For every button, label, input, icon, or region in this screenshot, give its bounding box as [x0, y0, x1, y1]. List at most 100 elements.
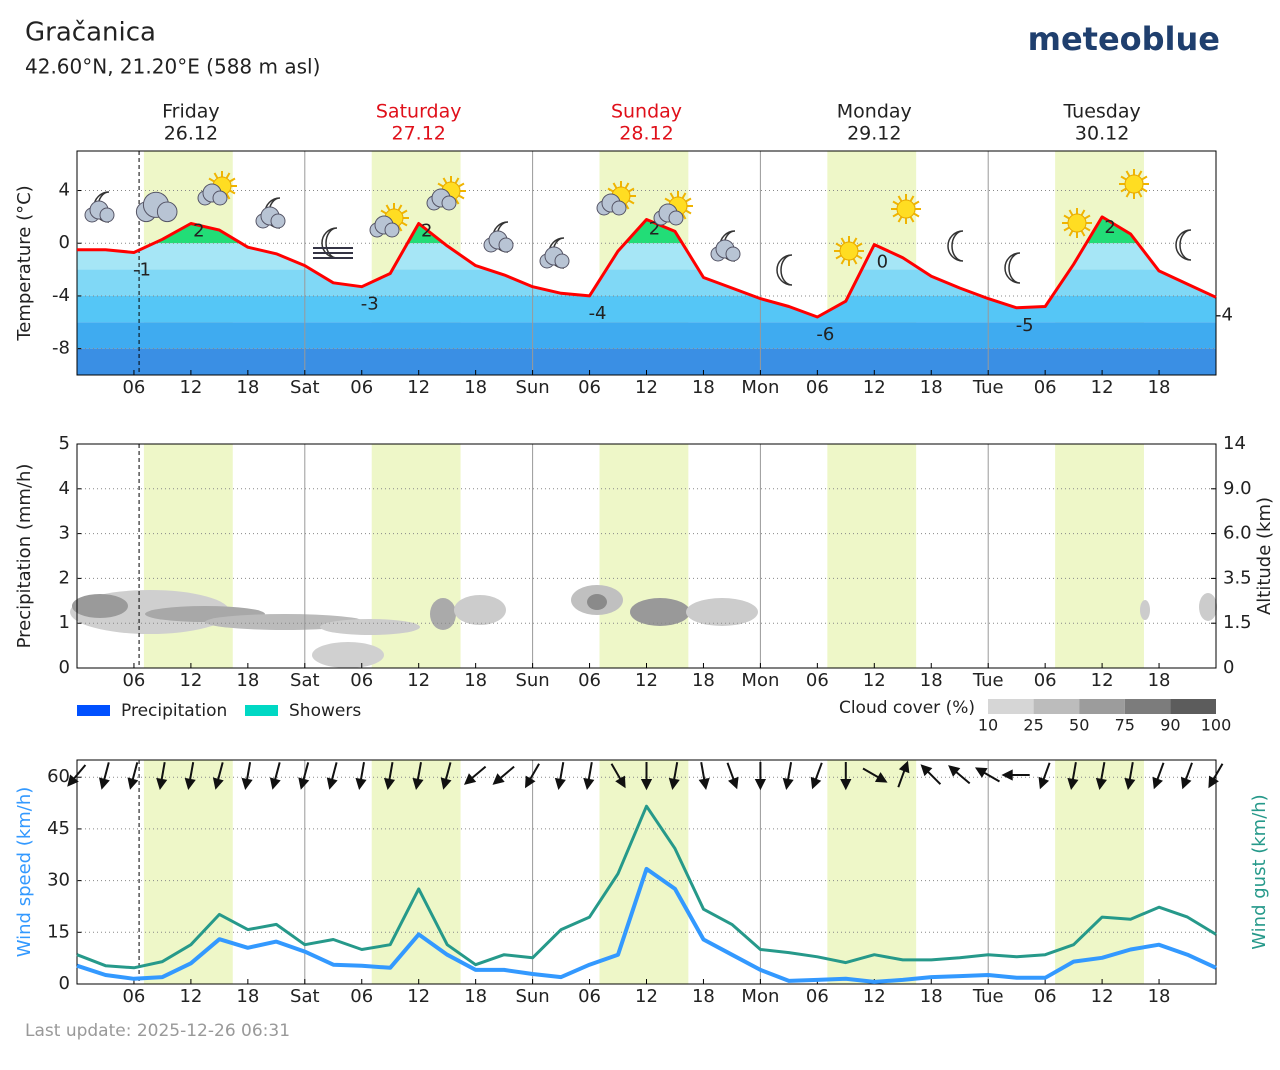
wind-arrow	[1038, 762, 1051, 790]
sun-ray	[840, 237, 846, 244]
wind-arrow	[610, 763, 626, 789]
y-tick-label: 0	[59, 232, 70, 253]
sun-ray	[1068, 209, 1074, 216]
logo: meteoblue	[1028, 20, 1220, 58]
x-tick-label: 06	[806, 986, 829, 1007]
x-tick-label: 12	[863, 670, 886, 691]
cloud-legend-tick: 100	[1201, 716, 1232, 735]
y2-axis-title: Wind gust (km/h)	[1249, 794, 1270, 949]
cloud-legend-box	[1170, 699, 1216, 714]
sun-ray	[892, 200, 899, 206]
cloud-layer	[312, 642, 384, 668]
y-tick-label: 3	[59, 523, 70, 544]
y-tick-label: 45	[47, 818, 70, 839]
sun-ray	[664, 197, 671, 203]
sun-ray	[1080, 230, 1086, 237]
x-tick-label: 18	[1148, 986, 1171, 1007]
wind-arrow	[412, 762, 424, 791]
wind-arrow	[862, 767, 888, 783]
cloud-icon	[426, 188, 457, 211]
cold-fill	[77, 295, 1216, 323]
wind-arrow	[355, 762, 367, 791]
wind-arrow	[298, 762, 310, 790]
cloud-icon	[710, 239, 741, 262]
x-tick-label: 06	[122, 377, 145, 398]
wind-arrow	[212, 762, 224, 790]
x-tick-label: 18	[1148, 377, 1171, 398]
temperature-label: -1	[133, 259, 151, 280]
sun-disc	[1124, 174, 1144, 194]
sun-ray	[685, 209, 692, 215]
sun-ray	[437, 182, 444, 188]
sun-ray	[208, 177, 215, 183]
cloud-icon	[255, 206, 286, 229]
moon-icon	[1004, 252, 1021, 284]
cloud-legend-tick: 90	[1160, 716, 1180, 735]
sun-ray	[1141, 175, 1148, 181]
cloud-legend-tick: 25	[1023, 716, 1043, 735]
x-tick-label: 06	[578, 986, 601, 1007]
x-tick-label: 18	[692, 670, 715, 691]
cloud-legend-box	[988, 699, 1034, 714]
legend-swatch	[245, 705, 278, 716]
x-tick-label: Sun	[515, 986, 549, 1007]
cloud-layer	[454, 595, 506, 625]
wind-arrow	[698, 762, 710, 791]
wind-arrow	[184, 762, 196, 791]
y2-axis-title: Altitude (km)	[1254, 497, 1275, 615]
x-tick-label: 06	[1034, 986, 1057, 1007]
day-name: Tuesday	[1062, 101, 1140, 123]
x-tick-label: Mon	[741, 986, 779, 1007]
sun-ray	[1125, 170, 1131, 177]
x-tick-label: 12	[635, 377, 658, 398]
plot-frame	[76, 443, 1217, 669]
wind-arrow	[492, 765, 515, 785]
x-tick-label: 18	[692, 377, 715, 398]
cloud-icon	[84, 200, 115, 223]
x-tick-label: Sat	[290, 377, 320, 398]
sun-ray	[624, 182, 630, 189]
x-tick-label: 06	[350, 377, 373, 398]
sun-ray	[835, 254, 842, 260]
sun-ray	[1125, 191, 1131, 198]
sun-icon	[1062, 208, 1092, 238]
sun-icon	[1119, 169, 1149, 199]
cloud-legend-title: Cloud cover (%)	[839, 698, 975, 718]
wind-arrow	[156, 762, 168, 791]
x-tick-label: Tue	[972, 670, 1004, 691]
wind-arrow	[840, 762, 852, 791]
sun-ray	[856, 254, 863, 260]
wind-arrow	[269, 762, 281, 790]
x-tick-label: 12	[863, 986, 886, 1007]
wind-arrow	[326, 762, 338, 790]
wind-arrow	[440, 762, 452, 790]
cloud-icon	[483, 230, 514, 253]
x-tick-label: 12	[1091, 670, 1114, 691]
sun-ray	[1084, 226, 1091, 232]
wind-arrow	[1001, 769, 1030, 781]
sun-ray	[612, 182, 618, 189]
legend-label: Precipitation	[121, 701, 227, 721]
wind-line	[76, 804, 1217, 970]
wind-arrow	[1067, 762, 1079, 791]
y2-tick-label: 6.0	[1223, 523, 1252, 544]
sun-ray	[401, 221, 408, 227]
cloud-layer	[686, 598, 758, 626]
temperature-label: 2	[421, 220, 432, 241]
wind-arrow	[948, 765, 971, 785]
sun-ray	[681, 213, 687, 220]
x-tick-label: 12	[635, 986, 658, 1007]
x-tick-label: 06	[806, 377, 829, 398]
sun-ray	[225, 193, 231, 200]
y-tick-label: 15	[47, 921, 70, 942]
x-tick-label: 12	[179, 377, 202, 398]
cloud-icon	[197, 183, 228, 206]
sun-ray	[852, 237, 858, 244]
wind-arrow	[782, 762, 794, 791]
x-tick-label: 12	[1091, 377, 1114, 398]
sun-ray	[681, 192, 687, 199]
sun-ray	[852, 258, 858, 265]
wind-arrow	[726, 762, 739, 790]
sun-ray	[1120, 187, 1127, 193]
